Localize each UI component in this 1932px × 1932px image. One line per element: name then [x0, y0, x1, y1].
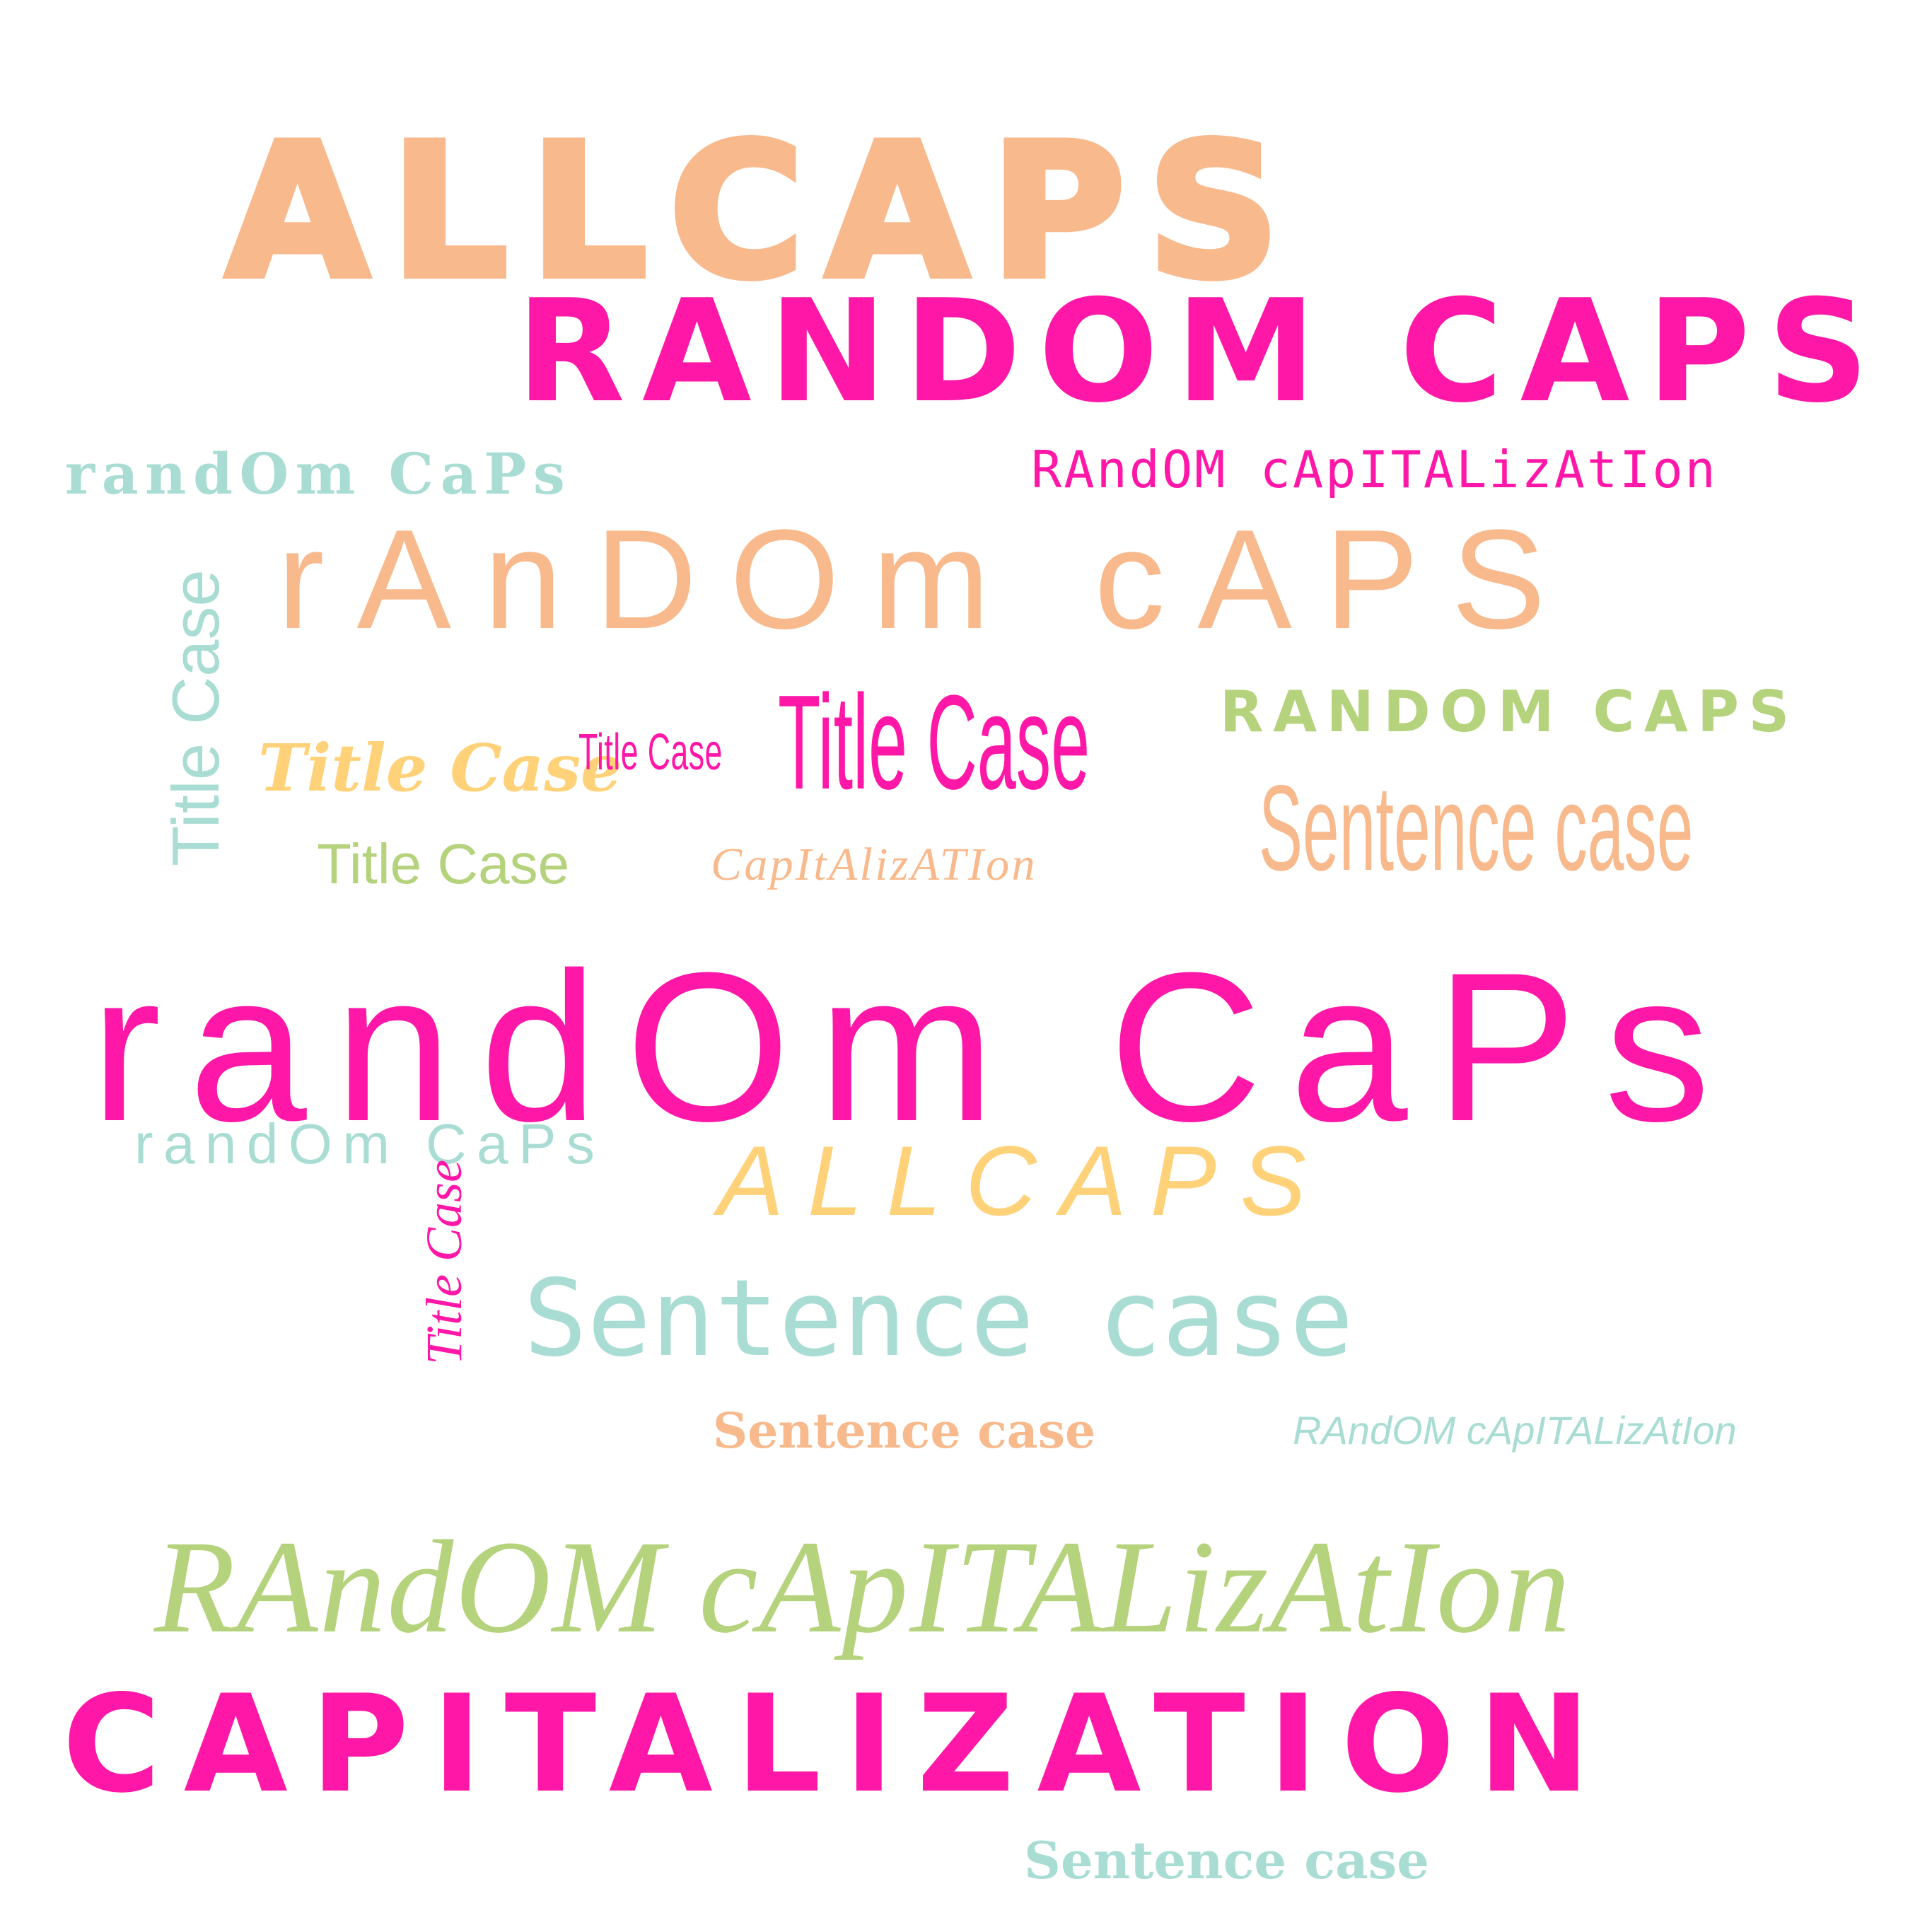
word-title-case-lime: Title Case — [317, 832, 570, 895]
word-sentence-case-mint-big: Sentence case — [523, 1257, 1354, 1380]
word-random-caps-lime: RANDOM CAPS — [1220, 679, 1799, 745]
word-title-case-big-pink: Title Case — [778, 668, 1090, 817]
word-allcaps-top: ALLCAPS — [223, 105, 1302, 319]
word-title-case-vertical-pink: Title Case — [416, 1159, 472, 1365]
word-random-caps-pink: RANDOM CAPS — [516, 269, 1887, 434]
word-sentence-case-peach-bold: Sentence case — [713, 1403, 1096, 1460]
word-random-caps-mint-light: randOm CaPs — [134, 1112, 605, 1175]
word-capitalization-script-peach: CapItAlizATIon — [711, 839, 1037, 890]
word-random-caps-huge-pink: randOm CaPs — [91, 928, 1738, 1165]
word-random-caps-mint-slab: randOm CaPs — [65, 441, 572, 507]
word-random-capitalization-mono: RAndOM cApITALizAtIon — [1031, 440, 1718, 499]
word-allcaps-yellow: ALLCAPS — [718, 1125, 1330, 1236]
word-title-case-small-pink: Title Case — [578, 724, 723, 781]
word-title-case-vertical-mint: Title Case — [158, 569, 233, 866]
word-random-capitalization-mint-italic: RAndOM cApITALizAtIon — [1293, 1408, 1737, 1453]
word-capitalization-pink-stencil: CAPITALIZATION — [62, 1666, 1614, 1822]
word-sentence-case-mint-bold: Sentence case — [1024, 1830, 1430, 1890]
word-sentence-case-peach-condensed: Sentence case — [1259, 760, 1694, 896]
word-random-capitalization-lime-script: RAndOM cApITALizAtIon — [154, 1513, 1572, 1660]
word-random-caps-peach-light: rAnDOm cAPS — [277, 501, 1578, 658]
word-title-case-yellow: Title Case — [258, 730, 622, 806]
